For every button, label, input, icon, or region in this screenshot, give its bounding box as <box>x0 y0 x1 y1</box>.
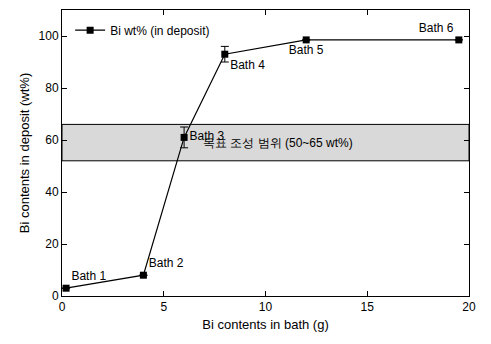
svg-text:20: 20 <box>45 237 59 251</box>
svg-text:Bi contents in bath (g): Bi contents in bath (g) <box>202 317 328 332</box>
svg-text:100: 100 <box>39 29 59 43</box>
svg-text:Bath 4: Bath 4 <box>230 58 265 72</box>
svg-text:10: 10 <box>259 300 273 314</box>
svg-text:15: 15 <box>361 300 375 314</box>
svg-text:Bi contents in deposit (wt%): Bi contents in deposit (wt%) <box>17 73 32 233</box>
svg-text:Bath 3: Bath 3 <box>189 129 224 143</box>
svg-text:20: 20 <box>462 300 476 314</box>
svg-text:목표 조성 범위 (50~65 wt%): 목표 조성 범위 (50~65 wt%) <box>203 136 353 150</box>
svg-text:80: 80 <box>45 81 59 95</box>
svg-text:0: 0 <box>52 289 59 303</box>
svg-text:5: 5 <box>160 300 167 314</box>
svg-text:Bi wt% (in deposit): Bi wt% (in deposit) <box>110 24 209 38</box>
svg-text:Bath 1: Bath 1 <box>71 269 106 283</box>
svg-text:0: 0 <box>59 300 66 314</box>
svg-text:Bath 6: Bath 6 <box>419 21 454 35</box>
svg-text:60: 60 <box>45 133 59 147</box>
svg-text:Bath 5: Bath 5 <box>289 43 324 57</box>
svg-text:Bath 2: Bath 2 <box>149 256 184 270</box>
svg-text:40: 40 <box>45 185 59 199</box>
